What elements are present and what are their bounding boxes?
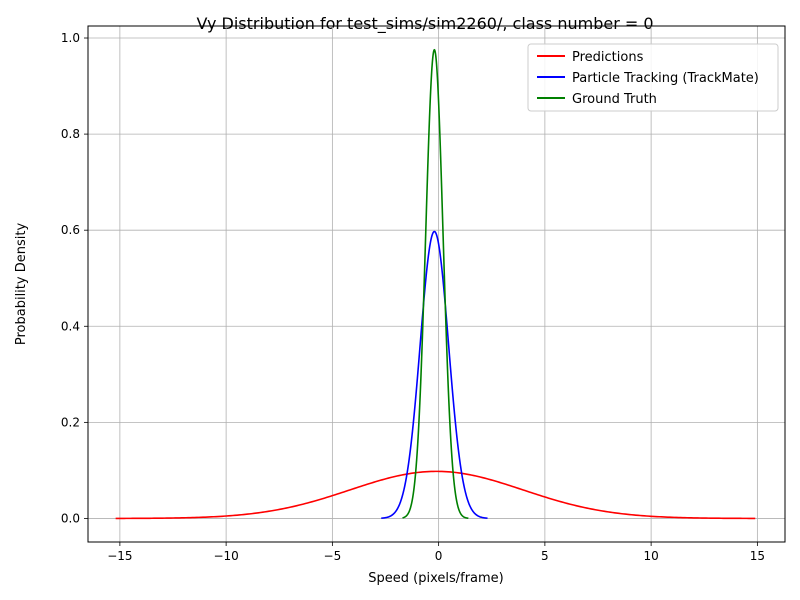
y-tick-label: 0.0: [61, 511, 80, 525]
y-tick-label: 0.2: [61, 415, 80, 429]
x-tick-label: −15: [107, 549, 132, 563]
y-axis-label: Probability Density: [14, 223, 29, 346]
y-tick-label: 1.0: [61, 31, 80, 45]
x-tick-label: 15: [750, 549, 765, 563]
y-axis: 0.0 0.2 0.4 0.6 0.8 1.0: [61, 31, 88, 525]
legend-label-predictions: Predictions: [572, 50, 644, 65]
x-tick-label: 5: [541, 549, 549, 563]
ground-truth-line: [402, 48, 469, 520]
particle-tracking-line: [381, 230, 488, 519]
x-tick-label: 0: [435, 549, 443, 563]
series-lines: [115, 48, 756, 520]
legend-box: [527, 43, 779, 112]
grid: [88, 26, 785, 542]
predictions-line: [115, 470, 756, 520]
x-tick-label: −5: [324, 549, 342, 563]
x-tick-label: 10: [643, 549, 658, 563]
legend: Predictions Particle Tracking (TrackMate…: [527, 43, 779, 112]
y-tick-label: 0.4: [61, 319, 80, 333]
y-tick-label: 0.6: [61, 223, 80, 237]
y-tick-label: 0.8: [61, 127, 80, 141]
chart-title: Vy Distribution for test_sims/sim2260/, …: [196, 14, 653, 34]
legend-label-ground-truth: Ground Truth: [572, 92, 657, 107]
x-axis: −15 −10 −5 0 5 10 15: [107, 542, 765, 563]
x-axis-label: Speed (pixels/frame): [368, 571, 504, 586]
legend-label-particle-tracking: Particle Tracking (TrackMate): [572, 71, 759, 86]
x-tick-label: −10: [213, 549, 238, 563]
plot-frame: [87, 25, 786, 543]
